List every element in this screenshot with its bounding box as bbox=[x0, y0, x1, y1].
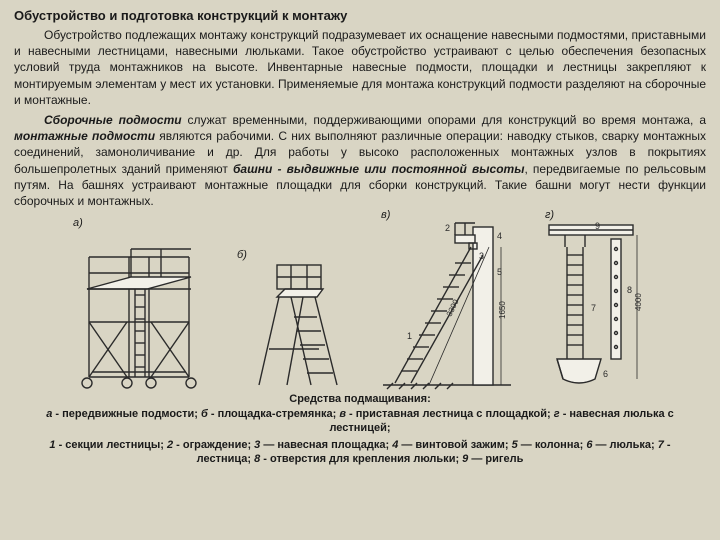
caption-title: Средства подмащивания: bbox=[14, 393, 706, 405]
svg-text:1650: 1650 bbox=[498, 301, 507, 319]
term-assembly-scaffold: Сборочные подмости bbox=[44, 113, 188, 127]
drawing-stepladder bbox=[233, 259, 353, 391]
svg-text:5: 5 bbox=[497, 267, 502, 277]
svg-text:3: 3 bbox=[479, 251, 484, 261]
svg-text:7: 7 bbox=[591, 303, 596, 313]
svg-text:6: 6 bbox=[603, 369, 608, 379]
svg-text:4: 4 bbox=[497, 231, 502, 241]
figure-a: a) bbox=[69, 217, 209, 391]
svg-text:9: 9 bbox=[595, 221, 600, 231]
svg-text:3300: 3300 bbox=[445, 298, 461, 318]
figure-g: г) bbox=[541, 209, 651, 391]
figure-b: б) bbox=[233, 249, 353, 391]
svg-text:2: 2 bbox=[445, 223, 450, 233]
caption-line-1: а - передвижные подмости; б - площадка-с… bbox=[24, 407, 696, 436]
term-towers: башни - выдвижные или постоянной высоты bbox=[233, 162, 524, 176]
svg-text:1: 1 bbox=[407, 331, 412, 341]
svg-text:8: 8 bbox=[627, 285, 632, 295]
drawing-mobile-scaffold bbox=[69, 227, 209, 391]
term-install-scaffold: монтажные подмости bbox=[14, 129, 159, 143]
paragraph-1: Обустройство подлежащих монтажу конструк… bbox=[14, 27, 706, 108]
figure-row: a) bbox=[14, 215, 706, 391]
paragraph-2: Сборочные подмости служат временными, по… bbox=[14, 112, 706, 209]
svg-text:4000: 4000 bbox=[634, 293, 643, 311]
page-title: Обустройство и подготовка конструкций к … bbox=[14, 8, 706, 23]
drawing-leaning-ladder: 3300 1650 2 3 4 5 1 bbox=[377, 219, 517, 391]
drawing-hanging-cradle: 4000 9 8 7 6 bbox=[541, 219, 651, 391]
figure-v: в) bbox=[377, 209, 517, 391]
caption-line-2: 1 - секции лестницы; 2 - ограждение; 3 —… bbox=[24, 438, 696, 467]
